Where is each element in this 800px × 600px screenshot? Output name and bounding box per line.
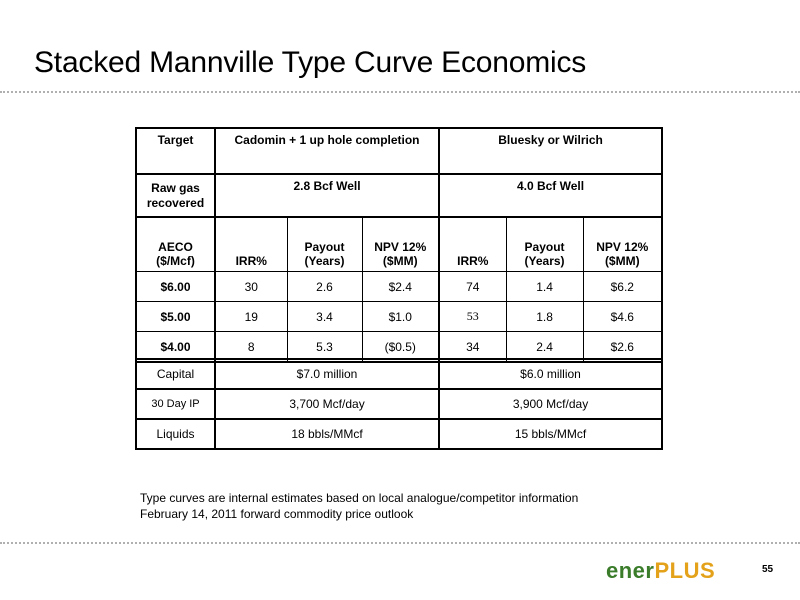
price-cell: $6.00	[135, 271, 216, 302]
top-divider	[0, 91, 800, 93]
capital-value-1: $7.0 million	[214, 358, 440, 390]
page-number: 55	[762, 564, 774, 575]
npv-2-cell: $4.6	[582, 301, 663, 332]
liquids-value-1: 18 bbls/MMcf	[214, 418, 440, 450]
table-row: $6.00 30 2.6 $2.4 74 1.4 $6.2	[135, 271, 663, 302]
logo-part-1: ener	[606, 558, 655, 583]
table-row: 30 Day IP 3,700 Mcf/day 3,900 Mcf/day	[135, 388, 663, 420]
capital-label: Capital	[135, 358, 216, 390]
irr-2-cell: 34	[438, 331, 507, 363]
footnote-1: Type curves are internal estimates based…	[140, 491, 579, 505]
npv-2-cell: $2.6	[582, 331, 663, 363]
payout-2-cell: 1.8	[505, 301, 584, 332]
capital-value-2: $6.0 million	[438, 358, 663, 390]
npv-2-column-header: NPV 12% ($MM)	[582, 216, 663, 272]
payout-2-cell: 1.4	[505, 271, 584, 302]
liquids-label: Liquids	[135, 418, 216, 450]
price-cell: $4.00	[135, 331, 216, 363]
irr-1-column-header: IRR%	[214, 216, 288, 272]
payout-1-cell: 2.6	[286, 271, 363, 302]
irr-1-cell: 30	[214, 271, 288, 302]
well-1-header: 2.8 Bcf Well	[214, 173, 441, 218]
footnotes: Type curves are internal estimates based…	[140, 490, 578, 522]
table-row: $4.00 8 5.3 ($0.5) 34 2.4 $2.6	[135, 331, 663, 363]
capital-table: Capital $7.0 million $6.0 million 30 Day…	[135, 358, 663, 450]
npv-1-cell: $1.0	[361, 301, 441, 332]
aeco-column-header: AECO ($/Mcf)	[135, 216, 216, 272]
irr-1-cell: 8	[214, 331, 288, 363]
enerplus-logo: enerPLUS	[606, 558, 715, 584]
table-row: Liquids 18 bbls/MMcf 15 bbls/MMcf	[135, 418, 663, 450]
zone-1-header: Cadomin + 1 up hole completion	[214, 127, 441, 175]
liquids-value-2: 15 bbls/MMcf	[438, 418, 663, 450]
ip-value-1: 3,700 Mcf/day	[214, 388, 440, 420]
zone-2-header: Bluesky or Wilrich	[438, 127, 663, 175]
target-header: Target	[135, 127, 216, 175]
npv-2-cell: $6.2	[582, 271, 663, 302]
irr-2-column-header: IRR%	[438, 216, 507, 272]
logo-part-2: PLUS	[654, 558, 716, 583]
ip-value-2: 3,900 Mcf/day	[438, 388, 663, 420]
economics-table: Target Cadomin + 1 up hole completion Bl…	[135, 127, 664, 363]
price-cell: $5.00	[135, 301, 216, 332]
payout-1-cell: 3.4	[286, 301, 363, 332]
payout-1-column-header: Payout (Years)	[286, 216, 363, 272]
raw-gas-label: Raw gas recovered	[135, 173, 216, 218]
npv-1-cell: $2.4	[361, 271, 441, 302]
payout-2-column-header: Payout (Years)	[505, 216, 584, 272]
npv-1-column-header: NPV 12% ($MM)	[361, 216, 441, 272]
irr-1-cell: 19	[214, 301, 288, 332]
irr-2-cell: 74	[438, 271, 507, 302]
bottom-divider	[0, 542, 800, 544]
well-2-header: 4.0 Bcf Well	[438, 173, 663, 218]
table-row: Capital $7.0 million $6.0 million	[135, 358, 663, 390]
table-row: $5.00 19 3.4 $1.0 53 1.8 $4.6	[135, 301, 663, 332]
irr-2-cell: 53	[438, 301, 507, 332]
footnote-2: February 14, 2011 forward commodity pric…	[140, 507, 414, 521]
page-title: Stacked Mannville Type Curve Economics	[34, 46, 587, 79]
ip-label: 30 Day IP	[135, 388, 216, 420]
